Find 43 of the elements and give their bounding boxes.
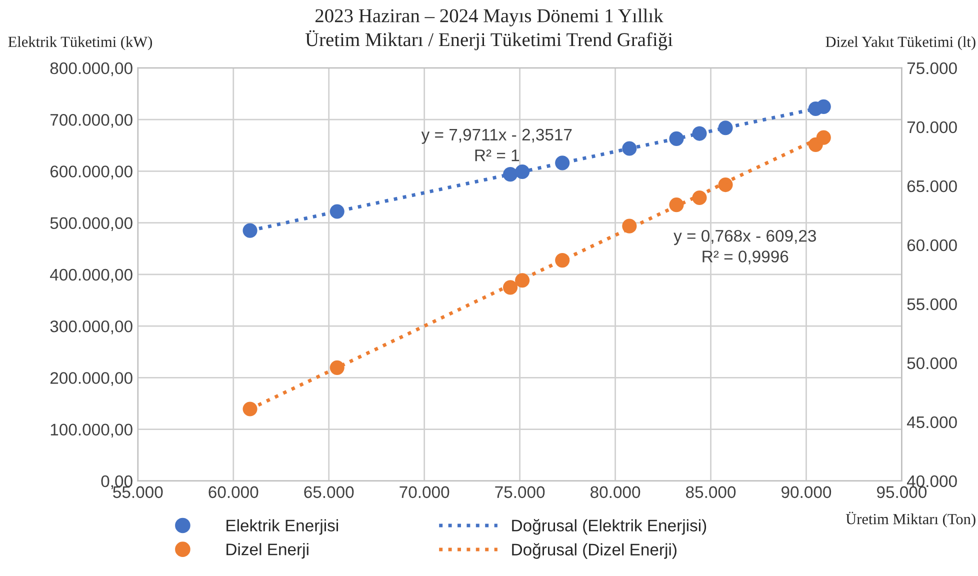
y-tick-label: 700.000,00 — [50, 114, 132, 128]
y-tick-label: 500.000,00 — [50, 217, 132, 232]
y-tick-label: 100.000,00 — [50, 424, 132, 438]
y-tick-label: 600.000,00 — [50, 166, 132, 180]
y-axis-title: Elektrik Tüketimi (kW) — [8, 36, 152, 50]
point — [242, 402, 258, 416]
point — [816, 99, 831, 114]
point — [503, 280, 518, 295]
y2-tick-label: 50.000 — [907, 357, 957, 370]
point — [816, 130, 831, 145]
point — [718, 178, 733, 192]
y2-tick-label: 65.000 — [907, 180, 957, 192]
legend-label: Elektrik Enerjisi — [226, 519, 338, 535]
annotation: R² = 0,9996 — [702, 250, 788, 264]
legend-label: Doğrusal (Dizel Enerji) — [512, 543, 676, 559]
y2-tick-label: 45.000 — [906, 416, 957, 428]
y2-tick-label: 60.000 — [907, 239, 957, 252]
x-tick-label: 95.000 — [877, 486, 927, 498]
x-tick-label: 65.000 — [304, 486, 354, 498]
y-tick-label: 400.000,00 — [50, 268, 132, 283]
y2-axis-title: Dizel Yakıt Tüketimi (lt) — [826, 36, 976, 50]
legend-label: Doğrusal (Elektrik Enerjisi) — [512, 519, 706, 535]
x-tick-label: 80.000 — [590, 486, 640, 498]
x-tick-label: 60.000 — [208, 486, 258, 498]
x-tick-label: 85.000 — [686, 486, 736, 498]
annotation: R² = 1 — [475, 150, 520, 162]
y2-tick-label: 40.000 — [906, 475, 957, 488]
point — [622, 141, 637, 156]
x-tick-label: 90.000 — [782, 486, 832, 498]
y-tick-label: 800.000,00 — [50, 62, 132, 76]
y-tick-label: 300.000,00 — [50, 320, 132, 334]
y-tick-label: 200.000,00 — [50, 372, 132, 386]
x-axis-title: Üretim Miktarı (Ton) — [846, 512, 976, 528]
y2-tick-label: 70.000 — [907, 121, 957, 134]
point — [242, 223, 258, 238]
y2-tick-label: 55.000 — [907, 298, 957, 310]
chart-title: 2023 Haziran – 2024 Mayıs Dönemi 1 Yıllık Üretim Miktarı / Enerji Tüketimi Trend Grafiği — [305, 8, 673, 50]
x-tick-label: 70.000 — [400, 486, 450, 498]
annotation: y = 7,9711x - 2,3517 — [421, 128, 572, 144]
annotation: y = 0,768x - 609,23 — [674, 230, 816, 246]
x-tick-label: 75.000 — [495, 486, 545, 498]
y2-tick-label: 75.000 — [907, 62, 957, 74]
legend-label: Dizel Enerji — [226, 543, 308, 559]
